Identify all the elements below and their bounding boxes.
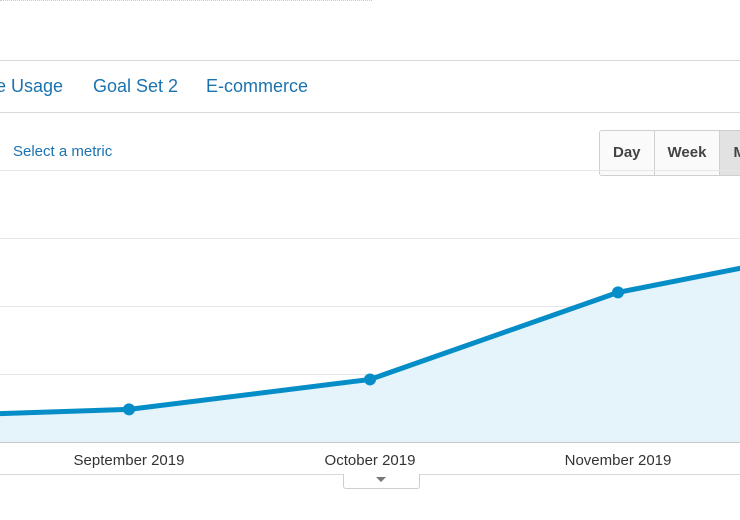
x-tick-label: September 2019 xyxy=(74,452,185,469)
day-button[interactable]: Day xyxy=(600,131,655,175)
month-button[interactable]: M xyxy=(720,131,740,175)
tab-goal-set-2[interactable]: Goal Set 2 xyxy=(93,76,179,96)
x-tick-label: October 2019 xyxy=(325,452,416,469)
x-tick-label: November 2019 xyxy=(565,452,672,469)
expand-chart-toggle[interactable] xyxy=(343,474,420,489)
report-tabs-bar: e Usage Goal Set 2 E-commerce xyxy=(0,60,740,113)
caret-down-icon xyxy=(376,477,386,482)
granularity-toggle: Day Week M xyxy=(599,130,740,176)
chart-area-fill xyxy=(0,268,740,442)
chart-data-point[interactable] xyxy=(612,286,624,299)
chart-data-point[interactable] xyxy=(123,403,135,416)
tab-site-usage[interactable]: e Usage xyxy=(0,76,64,96)
tab-ecommerce[interactable]: E-commerce xyxy=(206,76,309,96)
chart-data-point[interactable] xyxy=(364,373,376,386)
top-dotted-divider xyxy=(0,0,372,1)
week-button[interactable]: Week xyxy=(654,131,721,175)
select-metric-link[interactable]: Select a metric xyxy=(13,143,113,160)
